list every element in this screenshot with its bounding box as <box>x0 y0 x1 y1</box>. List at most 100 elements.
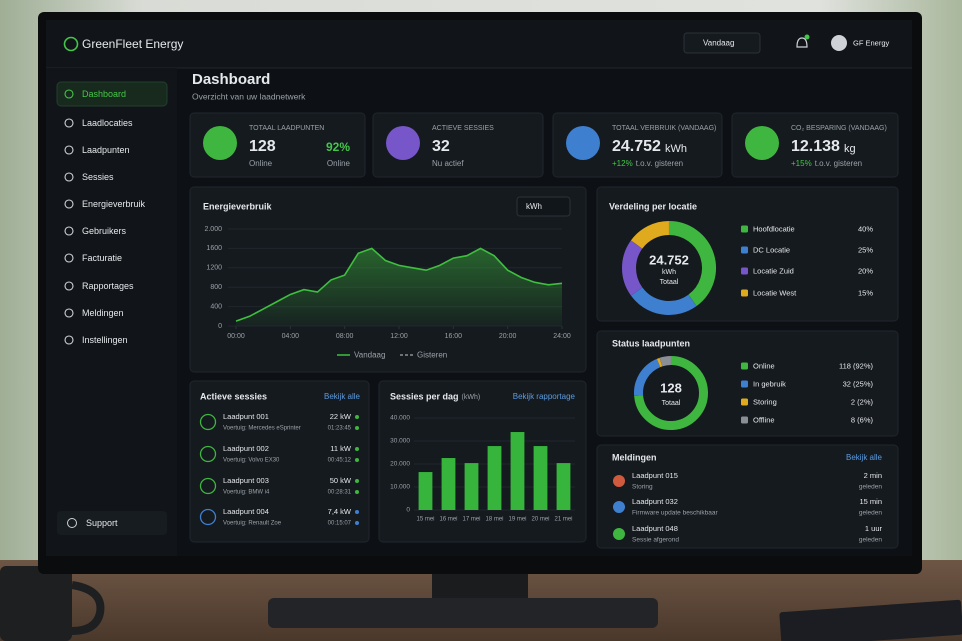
donut-segment <box>656 357 663 368</box>
session-power: 7,4 kW <box>328 507 352 516</box>
x-tick-label: 04:00 <box>282 333 300 340</box>
nav-item[interactable]: Meldingen <box>82 308 124 318</box>
value-label: 20% <box>858 266 873 275</box>
brand: GreenFleet Energy <box>82 37 183 51</box>
mug <box>0 566 72 641</box>
sidebar <box>46 68 177 556</box>
bar <box>556 463 571 510</box>
bell-icon[interactable] <box>796 37 808 48</box>
kpi-value: 24.752 <box>612 138 661 155</box>
bar <box>418 472 433 510</box>
kpi-icon <box>566 126 600 160</box>
session-power: 11 kW <box>330 444 352 453</box>
nav-item[interactable]: Facturatie <box>82 253 122 263</box>
y-tick-label: 0 <box>218 323 222 330</box>
x-tick-label: 15 mei <box>416 517 434 523</box>
x-tick-label: 16:00 <box>445 333 463 340</box>
nav-item[interactable]: Instellingen <box>82 335 128 345</box>
alert-time: 1 uur <box>865 524 883 533</box>
link[interactable]: Bekijk alle <box>846 453 883 462</box>
y-tick-label: 400 <box>210 303 222 310</box>
value-label: 40% <box>858 224 873 233</box>
x-tick-label: 21 mei <box>554 517 572 523</box>
alert-time: 15 min <box>859 497 882 506</box>
alert-title: Laadpunt 015 <box>632 471 678 480</box>
legend-label: Locatie West <box>753 288 797 297</box>
legend-swatch <box>741 416 748 424</box>
nav-item[interactable]: Gebruikers <box>82 226 127 236</box>
y-tick-label: 800 <box>210 284 222 291</box>
kpi-change: +15% <box>791 159 812 168</box>
nav-item[interactable]: Laadlocaties <box>82 118 133 128</box>
legend-swatch <box>741 267 748 275</box>
top-bar <box>46 20 912 68</box>
nav-item[interactable]: Sessies <box>82 172 114 182</box>
x-tick-label: 20 mei <box>531 517 549 523</box>
y-tick-label: 20.000 <box>390 461 410 468</box>
x-tick-label: 16 mei <box>439 517 457 523</box>
kpi-unit: kg <box>844 143 856 155</box>
donut-segment <box>630 221 670 249</box>
alert-icon <box>613 528 625 540</box>
session-vehicle: Voertuig: Volvo EX30 <box>223 458 280 464</box>
support-button[interactable] <box>57 511 167 535</box>
support-label[interactable]: Support <box>86 518 118 528</box>
x-tick-label: 18 mei <box>485 517 503 523</box>
x-tick-label: 19 mei <box>508 517 526 523</box>
value-label: 2 (2%) <box>851 397 874 406</box>
nav-item[interactable]: Dashboard <box>82 89 126 99</box>
alert-ago: geleden <box>859 510 883 517</box>
panel <box>189 380 370 543</box>
nav-icon <box>64 145 74 155</box>
avatar[interactable] <box>831 35 847 51</box>
alert-title: Laadpunt 048 <box>632 524 678 533</box>
nav-icon <box>64 308 74 318</box>
status-dot <box>355 521 359 525</box>
legend-swatch <box>741 380 748 388</box>
legend-label: In gebruik <box>753 379 786 388</box>
donut-segment <box>622 240 643 296</box>
nav-item[interactable]: Laadpunten <box>82 145 130 155</box>
kpi-value: 32 <box>432 138 450 155</box>
y-tick-label: 30.000 <box>390 438 410 445</box>
link[interactable]: Bekijk rapportage <box>513 392 576 401</box>
legend-swatch <box>741 362 748 370</box>
panel-title: Energieverbruik <box>203 201 273 211</box>
nav-item[interactable]: Rapportages <box>82 281 134 291</box>
legend-swatch <box>741 246 748 254</box>
nav-icon <box>64 335 74 345</box>
logo <box>63 36 79 52</box>
legend-label: Storing <box>753 397 777 406</box>
status-dot <box>355 510 359 514</box>
session-name: Laadpunt 004 <box>223 507 269 516</box>
nav-icon <box>64 89 74 99</box>
legend-label: Online <box>753 361 775 370</box>
unit-select-label[interactable]: kWh <box>526 202 542 211</box>
status-dot <box>355 490 359 494</box>
panel <box>552 112 723 178</box>
legend-label: Locatie Zuid <box>753 266 794 275</box>
session-name: Laadpunt 003 <box>223 476 269 485</box>
nav-item[interactable]: Energieverbruik <box>82 199 146 209</box>
legend-label: Gisteren <box>417 351 447 360</box>
link[interactable]: Bekijk alle <box>324 392 361 401</box>
kpi-sub: Online <box>327 159 351 168</box>
value-label: 118 (92%) <box>839 361 874 370</box>
kpi-label: CO₂ BESPARING (VANDAAG) <box>791 125 887 132</box>
date-filter[interactable] <box>683 32 761 54</box>
unit-select[interactable] <box>516 196 571 217</box>
donut-center: 128 <box>660 380 682 395</box>
legend-label: DC Locatie <box>753 245 790 254</box>
alert-desc: Firmware update beschikbaar <box>632 510 718 517</box>
user-name[interactable]: GF Energy <box>853 38 890 47</box>
alert-time: 2 min <box>864 471 882 480</box>
donut-center: kWh <box>662 269 676 276</box>
nav-icon <box>64 118 74 128</box>
panel <box>372 112 544 178</box>
session-time: 00:45:12 <box>328 458 352 464</box>
date-filter-label[interactable]: Vandaag <box>703 39 734 48</box>
session-name: Laadpunt 002 <box>223 444 269 453</box>
legend-label: Vandaag <box>354 351 385 360</box>
nav-icon <box>64 199 74 209</box>
